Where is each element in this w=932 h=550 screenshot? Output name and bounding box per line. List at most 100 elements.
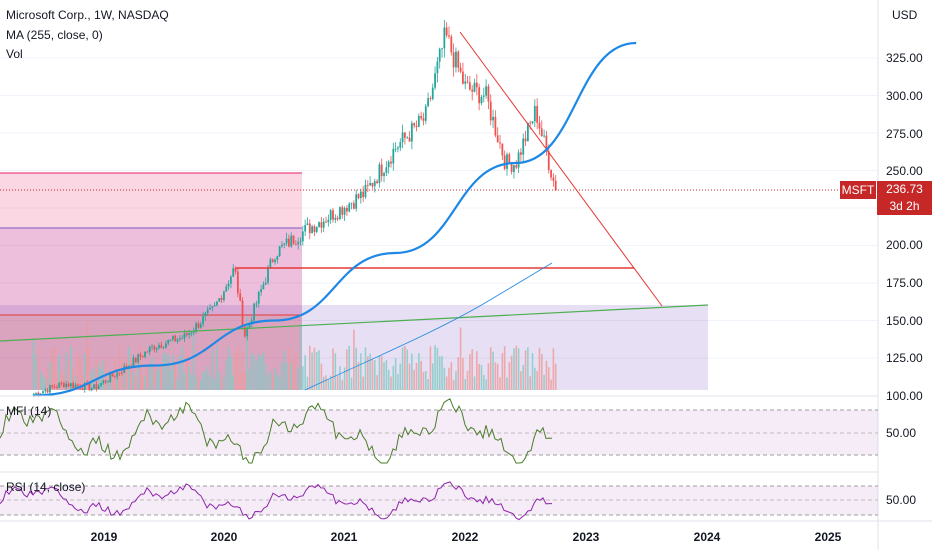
volume-bar	[343, 367, 346, 390]
volume-bar	[232, 375, 235, 390]
volume-bar	[264, 363, 267, 390]
candle-body	[162, 347, 165, 349]
mfi-tick: 50.00	[886, 426, 916, 440]
candle-body	[107, 381, 109, 383]
volume-legend[interactable]: Vol	[6, 47, 23, 61]
candle-body	[111, 373, 114, 377]
candle-body	[441, 48, 443, 50]
rsi-line[interactable]	[0, 481, 552, 521]
volume-bar	[86, 319, 88, 390]
volume-bar	[438, 356, 441, 390]
volume-bar	[390, 376, 392, 390]
volume-bar	[399, 363, 402, 390]
volume-bar	[253, 355, 255, 390]
candle-body	[236, 271, 239, 294]
candle-body	[283, 243, 286, 245]
candle-body	[153, 346, 156, 350]
candle-body	[246, 327, 249, 337]
volume-bar	[420, 360, 422, 390]
price-tick: 300.00	[886, 89, 923, 103]
volume-bar	[304, 355, 306, 390]
volume-bar	[413, 369, 415, 390]
volume-bar	[471, 349, 473, 390]
candle-body	[540, 128, 543, 137]
volume-bar	[315, 352, 318, 390]
volume-bar	[357, 362, 360, 390]
candle-body	[499, 142, 501, 144]
volume-bar	[466, 370, 469, 390]
candle-body	[506, 154, 508, 169]
volume-bar	[341, 379, 344, 390]
candle-body	[380, 164, 383, 177]
time-tick: 2020	[211, 530, 238, 544]
volume-bar	[267, 374, 269, 390]
candle-body	[436, 61, 439, 74]
volume-bar	[464, 379, 467, 390]
volume-bar	[334, 353, 337, 390]
volume-bar	[380, 355, 383, 390]
volume-bar	[308, 345, 311, 390]
volume-bar	[56, 376, 58, 390]
chart-title[interactable]: Microsoft Corp., 1W, NASDAQ	[6, 8, 169, 22]
candle-body	[100, 383, 102, 386]
volume-bar	[37, 348, 40, 390]
mfi-line[interactable]	[0, 398, 553, 464]
volume-bar	[190, 374, 193, 390]
volume-bar	[543, 374, 545, 390]
volume-bar	[148, 363, 151, 390]
candle-body	[165, 343, 167, 348]
volume-bar	[522, 365, 525, 390]
candle-body	[95, 384, 98, 389]
volume-bar	[195, 376, 197, 390]
downtrend-line[interactable]	[459, 31, 663, 307]
candle-body	[520, 152, 522, 155]
volume-bar	[536, 370, 538, 390]
candle-body	[459, 67, 462, 72]
volume-bar	[295, 352, 297, 390]
candle-body	[392, 148, 395, 164]
volume-bar	[107, 379, 109, 390]
volume-bar	[531, 353, 534, 390]
candle-body	[134, 357, 137, 363]
price-tick: 125.00	[886, 351, 923, 365]
volume-bar	[285, 362, 288, 390]
ma-legend[interactable]: MA (255, close, 0)	[6, 28, 103, 42]
volume-bar	[176, 379, 179, 390]
volume-bar	[95, 358, 98, 390]
volume-bar	[366, 356, 369, 390]
time-tick: 2024	[694, 530, 721, 544]
volume-bar	[39, 372, 42, 390]
volume-bar	[517, 348, 520, 390]
candle-body	[526, 122, 529, 142]
candle-body	[178, 338, 181, 340]
volume-bar	[487, 363, 490, 390]
volume-bar	[457, 357, 460, 390]
volume-bar	[146, 365, 149, 390]
price-tick: 275.00	[886, 127, 923, 141]
volume-bar	[462, 358, 464, 390]
mfi-legend[interactable]: MFI (14)	[6, 404, 51, 418]
volume-bar	[469, 354, 471, 390]
candle-body	[167, 339, 170, 344]
time-tick: 2022	[452, 530, 479, 544]
volume-bar	[44, 378, 47, 390]
candle-body	[410, 123, 413, 142]
candle-body	[313, 226, 316, 232]
volume-bar	[404, 345, 406, 390]
support-trendline[interactable]	[0, 304, 709, 342]
currency-label[interactable]: USD	[892, 8, 918, 22]
volume-bar	[383, 362, 385, 390]
ma-255-line[interactable]	[33, 41, 637, 397]
candle-body	[334, 217, 337, 220]
rsi-legend[interactable]: RSI (14, close)	[6, 480, 85, 494]
candle-body	[547, 151, 550, 171]
volume-bar	[257, 353, 260, 390]
volume-bar	[329, 375, 332, 390]
volume-bar	[385, 360, 388, 390]
volume-bar	[302, 366, 304, 390]
candle-body	[155, 348, 158, 350]
volume-bar	[538, 347, 541, 390]
volume-bar	[42, 375, 44, 390]
candle-body	[274, 259, 276, 262]
